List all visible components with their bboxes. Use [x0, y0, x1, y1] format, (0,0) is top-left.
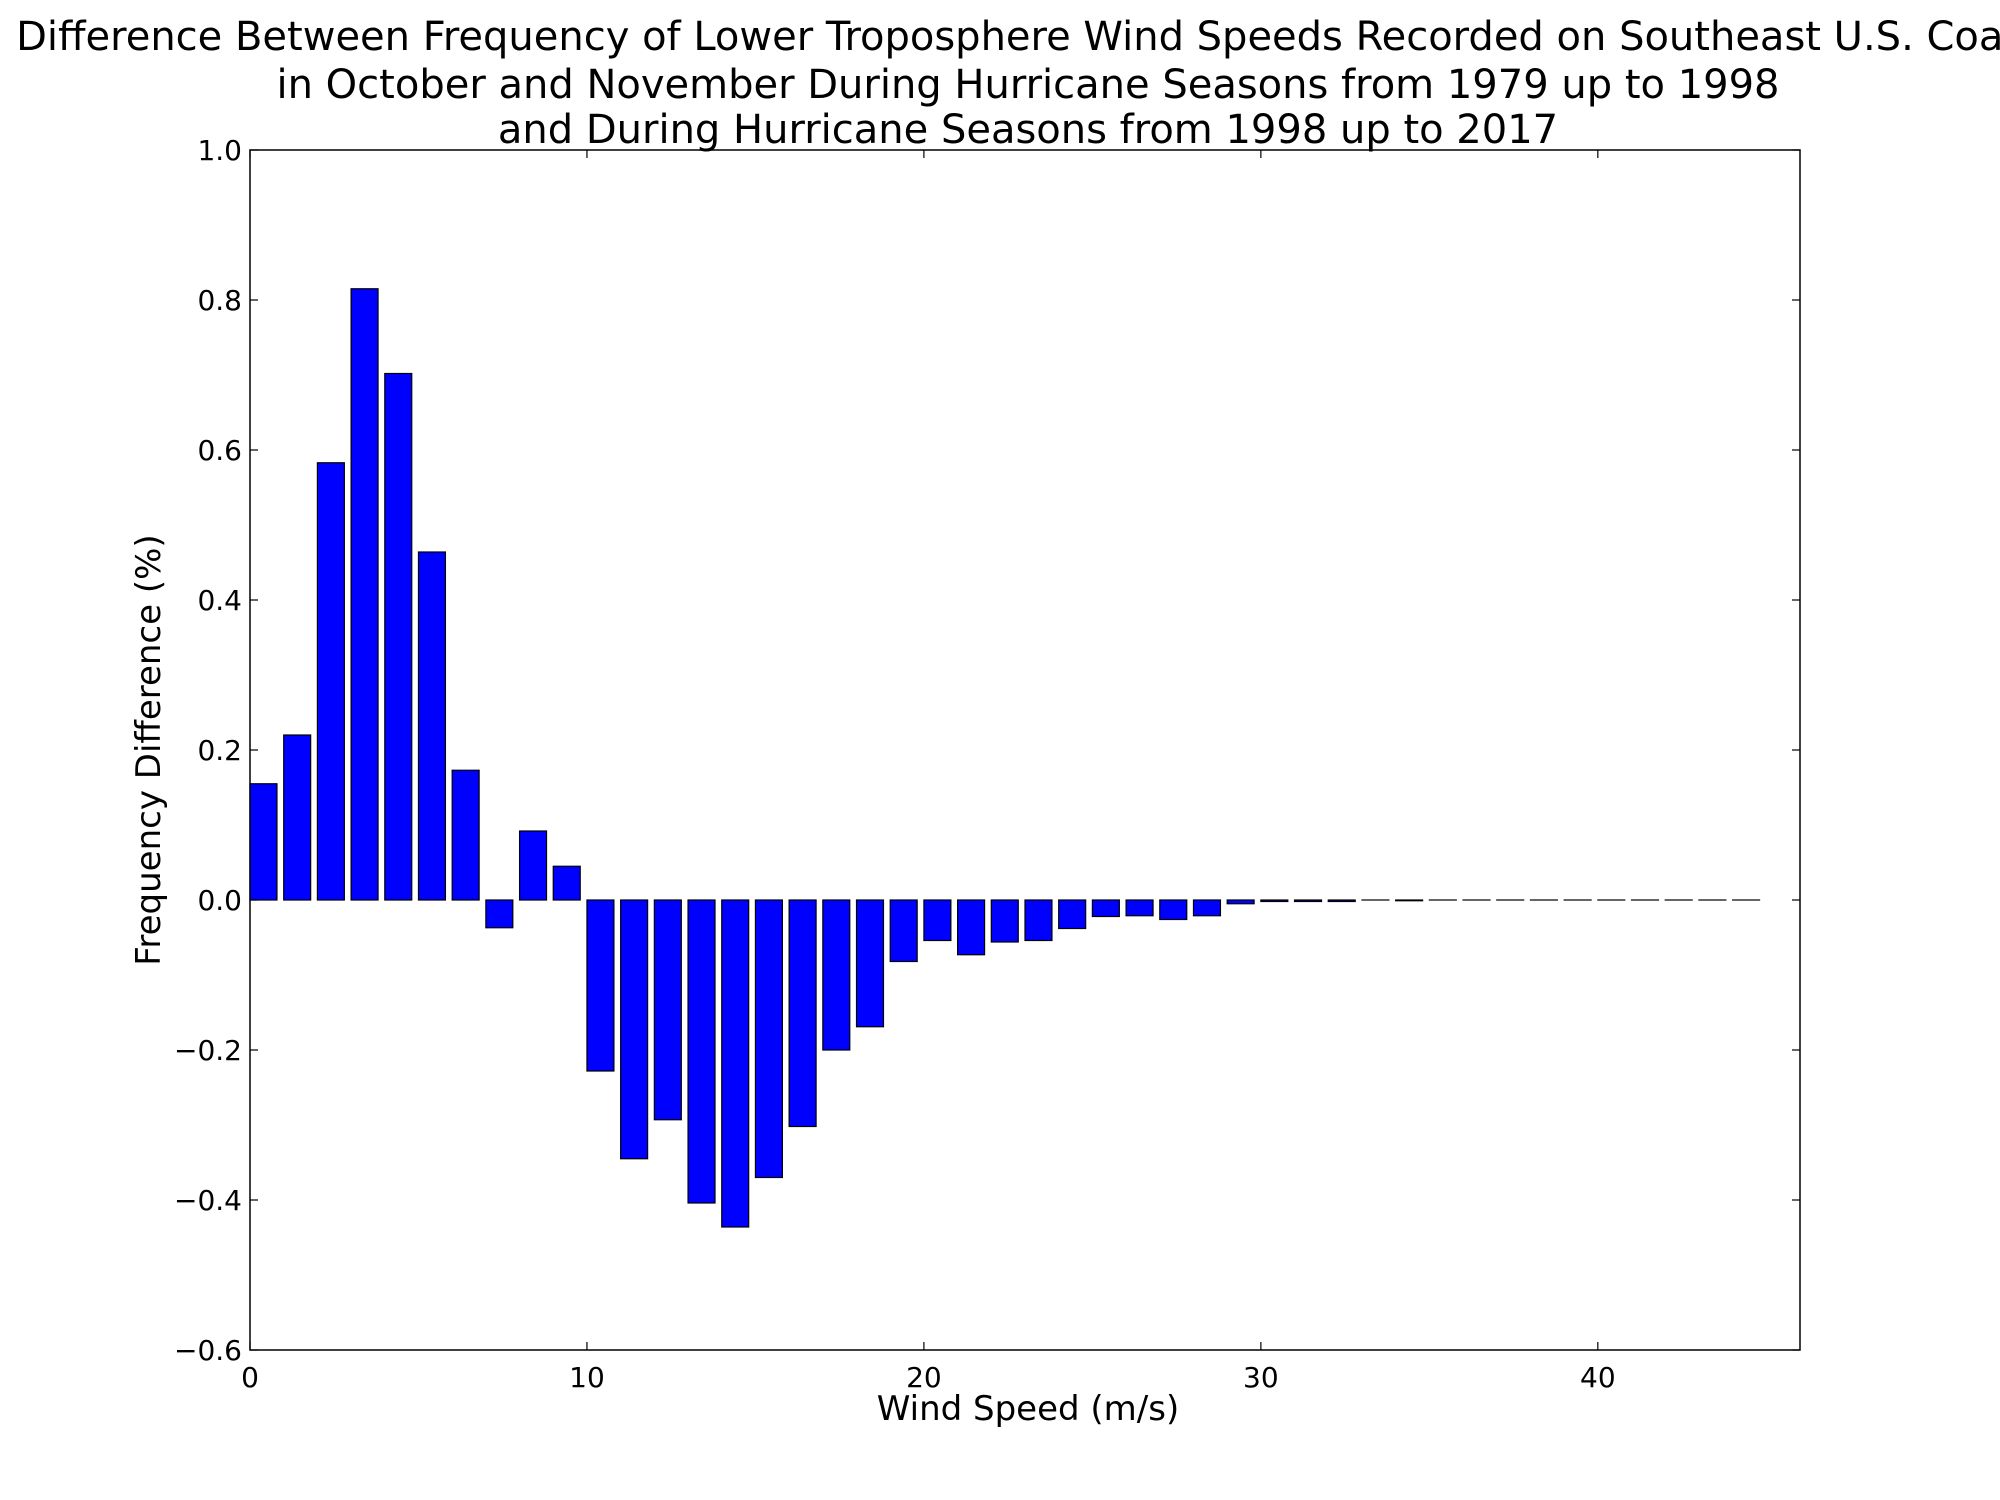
chart-title-line-3: and During Hurricane Seasons from 1998 u…: [498, 107, 1558, 153]
chart-title-line-2: in October and November During Hurricane…: [277, 62, 1780, 108]
bar-9: [552, 865, 581, 901]
bar-8: [518, 830, 548, 901]
bar-4: [384, 372, 413, 901]
bar-34: [1395, 899, 1424, 902]
chart-title: Difference Between Frequency of Lower Tr…: [16, 14, 2000, 153]
y-tick-label: 0.6: [197, 434, 242, 467]
bar-25: [1091, 899, 1120, 918]
bar-32: [1327, 899, 1356, 903]
bar-23: [1024, 899, 1053, 942]
bar-14: [721, 899, 750, 1228]
x-tick-label: 0: [241, 1361, 259, 1394]
bar-20: [923, 899, 952, 942]
bar-5: [417, 551, 447, 901]
x-tick-label: 10: [569, 1361, 605, 1394]
plot-area-frame: [249, 149, 1801, 1351]
bar-19: [889, 899, 918, 963]
bar-30: [1260, 899, 1289, 903]
bar-6: [451, 769, 480, 901]
bar-1: [283, 734, 312, 901]
x-tick-label: 30: [1243, 1361, 1279, 1394]
y-tick-label: −0.6: [174, 1334, 242, 1367]
x-tick-label: 40: [1580, 1361, 1616, 1394]
y-tick-label: 0.8: [197, 284, 242, 317]
bar-15: [754, 899, 783, 1179]
x-axis-label: Wind Speed (m/s): [877, 1389, 1179, 1429]
bar-24: [1058, 899, 1087, 930]
bar-22: [990, 899, 1019, 943]
y-tick-label: −0.4: [174, 1184, 242, 1217]
bar-29: [1226, 899, 1255, 905]
bar-10: [586, 899, 615, 1072]
bar-7: [485, 899, 514, 929]
bar-0: [249, 783, 278, 901]
bar-11: [620, 899, 649, 1160]
bar-28: [1192, 899, 1222, 917]
y-axis-label: Frequency Difference (%): [129, 534, 169, 965]
y-tick-label: 0.4: [197, 584, 242, 617]
bar-31: [1293, 899, 1323, 903]
y-tick-label: 0.0: [197, 884, 242, 917]
x-tick-label: 20: [906, 1361, 942, 1394]
bar-13: [687, 899, 716, 1204]
bar-17: [822, 899, 851, 1051]
ticks: 0 10 20 30 40 −0.6 −0.4 −0.2 0.0 0.2 0.4 0.6 0.8 1.0: [174, 134, 1800, 1394]
bar-12: [653, 899, 682, 1121]
bars: [249, 288, 1761, 1228]
bar-16: [788, 899, 817, 1128]
y-tick-label: −0.2: [174, 1034, 242, 1067]
bar-27: [1159, 899, 1188, 921]
bar-2: [316, 462, 345, 901]
bar-3: [350, 288, 379, 901]
bar-26: [1125, 899, 1154, 917]
y-tick-label: 0.2: [197, 734, 242, 767]
bar-21: [957, 899, 986, 956]
y-tick-label: 1.0: [197, 134, 242, 167]
chart-title-line-1: Difference Between Frequency of Lower Tr…: [16, 14, 2000, 60]
bar-18: [855, 899, 885, 1028]
